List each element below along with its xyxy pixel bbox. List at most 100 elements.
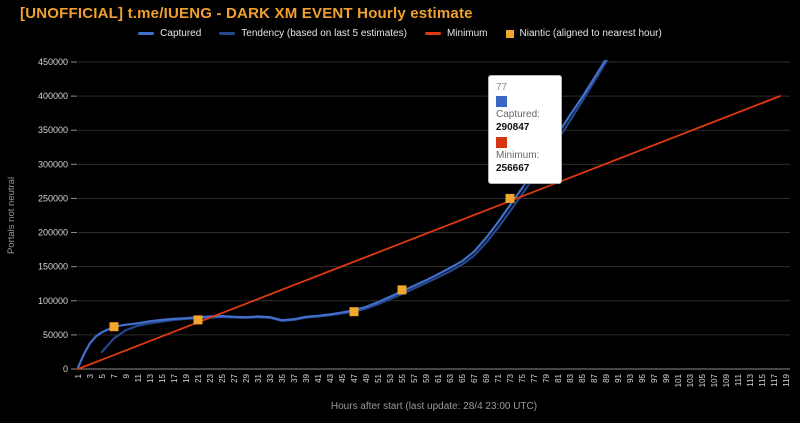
x-tick-label: 83 <box>566 373 575 382</box>
legend-item-tendency[interactable]: Tendency (based on last 5 estimates) <box>219 28 407 39</box>
x-tick-label: 37 <box>290 373 299 382</box>
x-tick-label: 119 <box>782 373 791 386</box>
legend-swatch <box>219 32 236 35</box>
legend-label: Minimum <box>446 28 488 39</box>
x-tick-label: 109 <box>722 373 731 387</box>
x-tick-label: 61 <box>434 373 443 382</box>
x-tick-label: 11 <box>134 373 143 382</box>
tooltip-rows: Captured: 290847 Minimum: 256667 <box>496 96 554 175</box>
legend-swatch <box>138 32 155 35</box>
x-tick-label: 79 <box>542 373 551 382</box>
x-tick-label: 89 <box>602 373 611 382</box>
x-tick-label: 47 <box>350 373 359 382</box>
x-tick-label: 17 <box>170 373 179 382</box>
tooltip-hour-label: 77 <box>496 82 508 93</box>
niantic-point[interactable] <box>397 285 407 295</box>
x-tick-label: 23 <box>206 373 215 382</box>
x-tick-label: 15 <box>158 373 167 382</box>
y-tick-label: 150000 <box>38 262 68 272</box>
y-axis-title: Portals not neutral <box>6 177 17 254</box>
x-tick-label: 69 <box>482 373 491 382</box>
x-tick-label: 85 <box>578 373 587 382</box>
x-tick-label: 101 <box>674 373 683 387</box>
x-tick-label: 35 <box>278 373 287 382</box>
x-tick-label: 5 <box>98 373 107 378</box>
y-tick-label: 250000 <box>38 193 68 203</box>
legend-swatch <box>424 32 441 35</box>
x-tick-label: 67 <box>470 373 479 382</box>
x-tick-label: 65 <box>458 373 467 382</box>
y-tick-label: 50000 <box>43 330 68 340</box>
niantic-point[interactable] <box>349 307 359 317</box>
x-tick-label: 3 <box>86 373 95 378</box>
x-tick-label: 9 <box>122 373 131 378</box>
x-tick-label: 27 <box>230 373 239 382</box>
y-tick-label: 400000 <box>38 91 68 101</box>
legend-item-niantic[interactable]: Niantic (aligned to nearest hour) <box>505 28 662 39</box>
y-tick-label: 300000 <box>38 159 68 169</box>
series-line-captured <box>77 60 607 369</box>
legend-label: Niantic (aligned to nearest hour) <box>519 28 662 39</box>
x-tick-label: 49 <box>362 373 371 382</box>
x-tick-label: 39 <box>302 373 311 382</box>
x-tick-label: 41 <box>314 373 323 382</box>
legend-label: Captured <box>160 28 202 39</box>
niantic-point[interactable] <box>109 322 119 332</box>
x-tick-label: 43 <box>326 373 335 382</box>
x-tick-label: 105 <box>698 373 707 387</box>
x-tick-label: 111 <box>734 373 743 386</box>
x-tick-label: 71 <box>494 373 503 382</box>
x-tick-label: 103 <box>686 373 695 387</box>
chart-legend: Captured Tendency (based on last 5 estima… <box>0 28 800 39</box>
x-tick-label: 99 <box>662 373 671 382</box>
x-tick-label: 59 <box>422 373 431 382</box>
x-tick-label: 13 <box>146 373 155 382</box>
y-tick-label: 100000 <box>38 296 68 306</box>
x-tick-label: 21 <box>194 373 203 382</box>
tooltip-series-value: 290847 <box>496 122 530 133</box>
x-tick-label: 117 <box>770 373 779 386</box>
x-tick-label: 107 <box>710 373 719 387</box>
x-tick-label: 45 <box>338 373 347 382</box>
y-tick-label: 450000 <box>38 57 68 67</box>
x-tick-label: 91 <box>614 373 623 382</box>
x-tick-label: 29 <box>242 373 251 382</box>
x-tick-label: 113 <box>746 373 755 386</box>
legend-item-minimum[interactable]: Minimum <box>424 28 488 39</box>
tooltip-series-swatch <box>496 137 507 148</box>
tooltip-series-label: Captured: <box>496 109 540 120</box>
x-tick-label: 115 <box>758 373 767 386</box>
x-tick-label: 75 <box>518 373 527 382</box>
x-tick-label: 97 <box>650 373 659 382</box>
y-tick-label: 200000 <box>38 228 68 238</box>
niantic-point[interactable] <box>193 315 203 325</box>
x-tick-label: 7 <box>110 373 119 378</box>
x-tick-label: 93 <box>626 373 635 382</box>
legend-label: Tendency (based on last 5 estimates) <box>241 28 407 39</box>
y-tick-label: 0 <box>63 364 68 374</box>
x-tick-label: 25 <box>218 373 227 382</box>
legend-swatch <box>505 29 514 38</box>
x-tick-label: 95 <box>638 373 647 382</box>
tooltip-series-swatch <box>496 96 507 107</box>
x-tick-label: 77 <box>530 373 539 382</box>
tooltip-series-value: 256667 <box>496 163 530 174</box>
x-tick-label: 87 <box>590 373 599 382</box>
niantic-point[interactable] <box>505 193 515 203</box>
x-tick-label: 33 <box>266 373 275 382</box>
x-tick-label: 19 <box>182 373 191 382</box>
y-tick-label: 350000 <box>38 125 68 135</box>
x-tick-label: 57 <box>410 373 419 382</box>
tooltip-series-label: Minimum: <box>496 150 540 161</box>
x-tick-label: 51 <box>374 373 383 382</box>
legend-item-captured[interactable]: Captured <box>138 28 201 39</box>
x-tick-label: 63 <box>446 373 455 382</box>
chart-tooltip: 77 Captured: 290847 Minimum: 256667 <box>488 75 562 184</box>
x-tick-label: 73 <box>506 373 515 382</box>
x-tick-label: 53 <box>386 373 395 382</box>
x-tick-label: 55 <box>398 373 407 382</box>
x-tick-label: 81 <box>554 373 563 382</box>
x-tick-label: 31 <box>254 373 263 382</box>
